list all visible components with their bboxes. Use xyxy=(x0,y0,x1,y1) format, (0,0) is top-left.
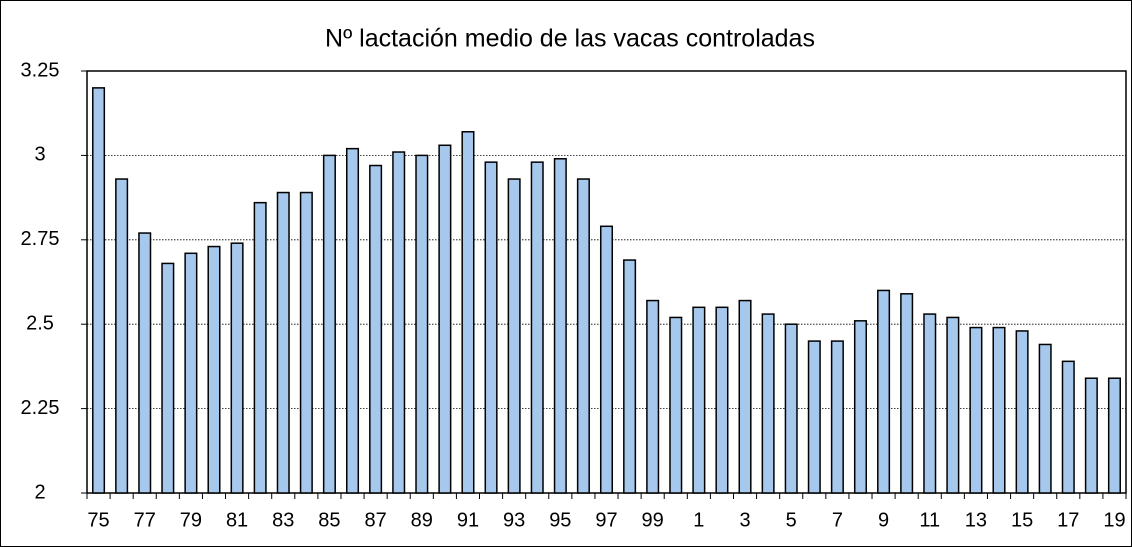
bar xyxy=(715,306,729,494)
y-tick-label: 2 xyxy=(34,481,45,503)
bar xyxy=(230,242,244,494)
x-tick-label: 91 xyxy=(457,509,479,531)
bar xyxy=(184,252,198,494)
x-tick-label: 77 xyxy=(134,509,156,531)
bar xyxy=(438,144,452,494)
bar xyxy=(299,191,313,494)
x-tick-label: 75 xyxy=(87,509,109,531)
bar xyxy=(115,178,129,494)
bar xyxy=(807,340,821,494)
bar xyxy=(946,316,960,494)
bar xyxy=(138,232,152,494)
x-tick-label: 15 xyxy=(1011,509,1033,531)
bar xyxy=(392,151,406,494)
x-tick-label: 17 xyxy=(1057,509,1079,531)
x-tick-label: 93 xyxy=(503,509,525,531)
x-tick-label: 87 xyxy=(364,509,386,531)
bar xyxy=(992,326,1006,494)
x-tick-label: 3 xyxy=(739,509,750,531)
x-tick-label: 7 xyxy=(832,509,843,531)
bar xyxy=(1015,330,1029,494)
bar xyxy=(646,299,660,494)
x-tick-label: 79 xyxy=(180,509,202,531)
bar xyxy=(692,306,706,494)
x-tick-label: 81 xyxy=(226,509,248,531)
bar xyxy=(1107,377,1121,494)
bar xyxy=(346,147,360,494)
bar xyxy=(1038,343,1052,494)
x-tick-label: 1 xyxy=(693,509,704,531)
y-tick-label: 2.25 xyxy=(21,397,60,419)
bar xyxy=(369,164,383,494)
x-tick-label: 99 xyxy=(642,509,664,531)
bar xyxy=(1084,377,1098,494)
x-tick-label: 9 xyxy=(878,509,889,531)
bar xyxy=(553,158,567,494)
x-tick-label: 97 xyxy=(595,509,617,531)
bar xyxy=(853,320,868,494)
x-tick-label: 5 xyxy=(786,509,797,531)
bar xyxy=(484,161,498,494)
bar xyxy=(784,323,798,494)
bar xyxy=(623,259,637,494)
bar xyxy=(207,245,221,494)
bar xyxy=(877,289,891,494)
x-tick-label: 13 xyxy=(965,509,987,531)
bar xyxy=(161,262,175,494)
bar xyxy=(830,340,844,494)
y-tick-label: 2.75 xyxy=(21,228,60,250)
x-tick-label: 11 xyxy=(919,509,940,531)
bar xyxy=(1061,360,1075,494)
bar xyxy=(415,154,429,494)
bar xyxy=(669,316,683,494)
bar xyxy=(576,178,590,494)
bar xyxy=(276,191,290,494)
x-tick-label: 83 xyxy=(272,509,294,531)
y-tick-label: 2.5 xyxy=(26,312,54,334)
bar xyxy=(322,154,336,494)
bar xyxy=(599,225,614,494)
bar xyxy=(530,161,544,494)
bar xyxy=(253,201,267,494)
bar xyxy=(923,313,937,494)
x-tick-label: 89 xyxy=(411,509,433,531)
bar xyxy=(969,326,983,494)
x-tick-label: 85 xyxy=(318,509,340,531)
bar xyxy=(92,87,106,494)
y-tick-label: 3 xyxy=(34,144,45,166)
bar xyxy=(761,313,775,494)
bar xyxy=(738,299,752,494)
bar xyxy=(507,178,521,494)
bar xyxy=(900,293,914,494)
chart-title: Nº lactación medio de las vacas controla… xyxy=(325,25,815,53)
bar xyxy=(461,131,475,494)
x-tick-label: 19 xyxy=(1103,509,1125,531)
x-tick-label: 95 xyxy=(549,509,571,531)
y-tick-label: 3.25 xyxy=(21,59,60,81)
